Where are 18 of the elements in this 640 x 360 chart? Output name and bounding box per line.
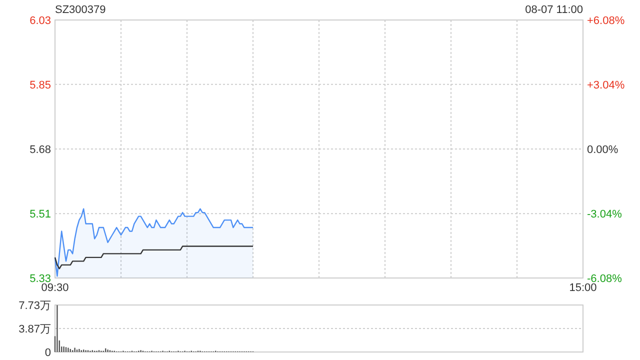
y2-tick-label: 0.00% [587,144,618,156]
y-tick-label: 7.73万 [18,300,51,312]
y-tick-label: 5.33 [30,273,51,285]
y-tick-label: 6.03 [30,15,51,27]
y-tick-label: 5.51 [30,208,51,221]
y2-tick-label: -6.08% [587,273,622,285]
x-tick-label: 15:00 [569,282,597,294]
y-tick-label: 0 [44,347,51,359]
y-tick-label: 3.87万 [18,323,51,336]
chart-title: SZ300379 [55,4,106,16]
y-tick-label: 5.85 [30,79,51,92]
x-tick-label: 09:30 [41,282,69,294]
y2-tick-label: +3.04% [587,80,625,92]
y2-tick-label: -3.04% [587,208,622,220]
y-tick-label: 5.68 [30,144,51,156]
line-series [54,246,254,270]
y2-tick-label: +6.08% [587,15,625,27]
text: 08-07 11:00 [525,4,583,16]
